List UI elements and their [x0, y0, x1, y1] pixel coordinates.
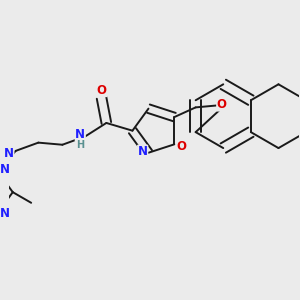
- Text: O: O: [97, 84, 106, 97]
- Text: N: N: [4, 147, 14, 160]
- Text: N: N: [75, 128, 85, 141]
- Text: H: H: [76, 140, 84, 150]
- Text: N: N: [0, 163, 10, 176]
- Text: N: N: [138, 145, 148, 158]
- Text: O: O: [176, 140, 186, 153]
- Text: N: N: [0, 207, 10, 220]
- Text: O: O: [217, 98, 227, 111]
